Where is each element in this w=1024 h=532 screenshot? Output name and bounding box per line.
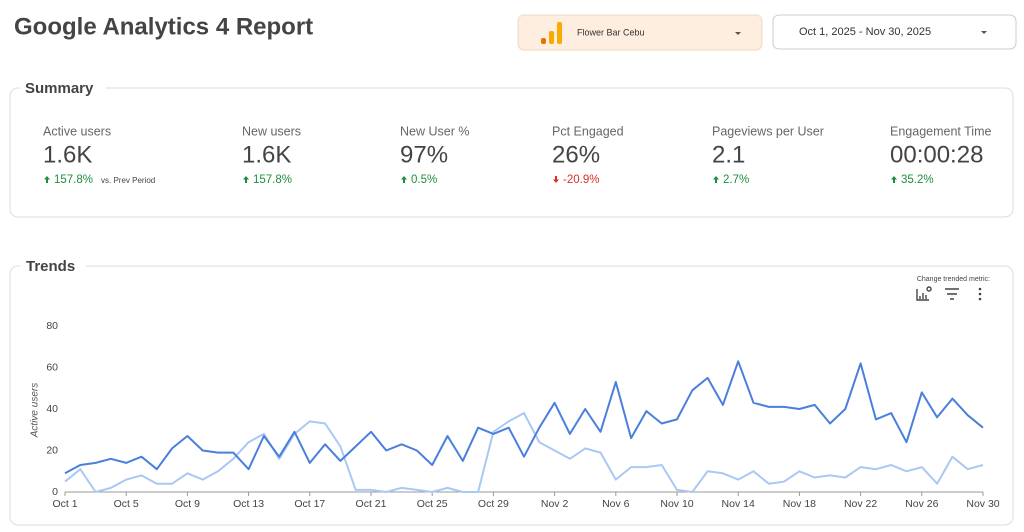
x-tick-label: Oct 17: [294, 498, 325, 510]
x-tick-label: Nov 6: [602, 498, 630, 510]
x-tick-label: Oct 5: [114, 498, 139, 510]
dropdown-arrow: [735, 32, 741, 35]
metric-value: 1.6K: [242, 141, 291, 168]
filter-button[interactable]: [945, 288, 959, 300]
metric-value: 2.1: [712, 141, 745, 168]
date-range: Oct 1, 2025 - Nov 30, 2025: [799, 26, 931, 38]
metric-value: 1.6K: [43, 141, 92, 168]
trend-chart: Active users 0 20 40 60 80 Oct 1 Oct 5 Oct 9 Oct …: [30, 320, 1000, 510]
x-tick-label: Oct 29: [478, 498, 509, 510]
x-tick-label: Oct 13: [233, 498, 264, 510]
metric-label: Pageviews per User: [712, 124, 824, 138]
change-arrow: [44, 176, 50, 183]
change-arrow: [243, 176, 249, 183]
summary-card: [9, 87, 1014, 218]
change-arrow: [401, 176, 407, 183]
metric-change: 157.8%: [253, 174, 292, 186]
control-label: Change trended metric:: [917, 276, 990, 283]
metric-change: 0.5%: [411, 174, 437, 186]
metric-label: Active users: [43, 124, 111, 138]
metric-value: 26%: [552, 141, 600, 168]
x-tick-label: Nov 26: [905, 498, 938, 510]
x-tick-label: Nov 14: [722, 498, 755, 510]
y-tick-label: 40: [46, 403, 58, 415]
metric-change: 2.7%: [723, 174, 749, 186]
trends-title: Trends: [26, 258, 75, 275]
x-tick-label: Nov 18: [783, 498, 816, 510]
metrics: Active users 1.6K 157.8% vs. Prev Period New…: [43, 124, 991, 186]
x-tick-label: Nov 30: [966, 498, 999, 510]
trends-card: [9, 265, 1014, 526]
metric-label: Engagement Time: [890, 124, 991, 138]
property-name: Flower Bar Cebu: [577, 27, 645, 37]
summary-title-bg: [20, 80, 106, 96]
metric-label: New users: [242, 124, 301, 138]
x-tick-label: Nov 22: [844, 498, 877, 510]
summary-title: Summary: [25, 80, 94, 97]
y-tick-label: 80: [46, 320, 58, 332]
date-range-selector[interactable]: [772, 14, 1017, 50]
metric-change: -20.9%: [563, 174, 599, 186]
dropdown-arrow: [981, 31, 987, 34]
x-tick-label: Nov 10: [660, 498, 693, 510]
metric-label: Pct Engaged: [552, 124, 624, 138]
y-axis-label: Active users: [30, 383, 41, 438]
change-arrow: [891, 176, 897, 183]
metric-label: New User %: [400, 124, 469, 138]
x-tick-label: Oct 21: [356, 498, 387, 510]
metric-value: 97%: [400, 141, 448, 168]
trends-title-bg: [20, 258, 86, 274]
change-arrow: [553, 176, 559, 183]
metric-change: 35.2%: [901, 174, 934, 186]
y-tick-label: 0: [52, 486, 58, 498]
y-tick-label: 60: [46, 361, 58, 373]
property-selector[interactable]: [517, 14, 763, 51]
series-line: [64, 360, 984, 475]
y-tick-label: 20: [46, 444, 58, 456]
x-tick-label: Oct 9: [175, 498, 200, 510]
metric-value: 00:00:28: [890, 141, 983, 168]
more-button[interactable]: [978, 287, 982, 301]
metric-change: 157.8%: [54, 174, 93, 186]
x-tick-label: Nov 2: [541, 498, 569, 510]
ga-logo: [541, 22, 562, 44]
chart-controls: [916, 286, 982, 301]
x-tick-label: Oct 1: [52, 498, 77, 510]
chart-type-button[interactable]: [916, 286, 932, 301]
series-line: [64, 412, 984, 493]
comparison-note: vs. Prev Period: [101, 176, 155, 185]
x-tick-label: Oct 25: [417, 498, 448, 510]
report-title: Google Analytics 4 Report: [14, 13, 313, 40]
change-arrow: [713, 176, 719, 183]
